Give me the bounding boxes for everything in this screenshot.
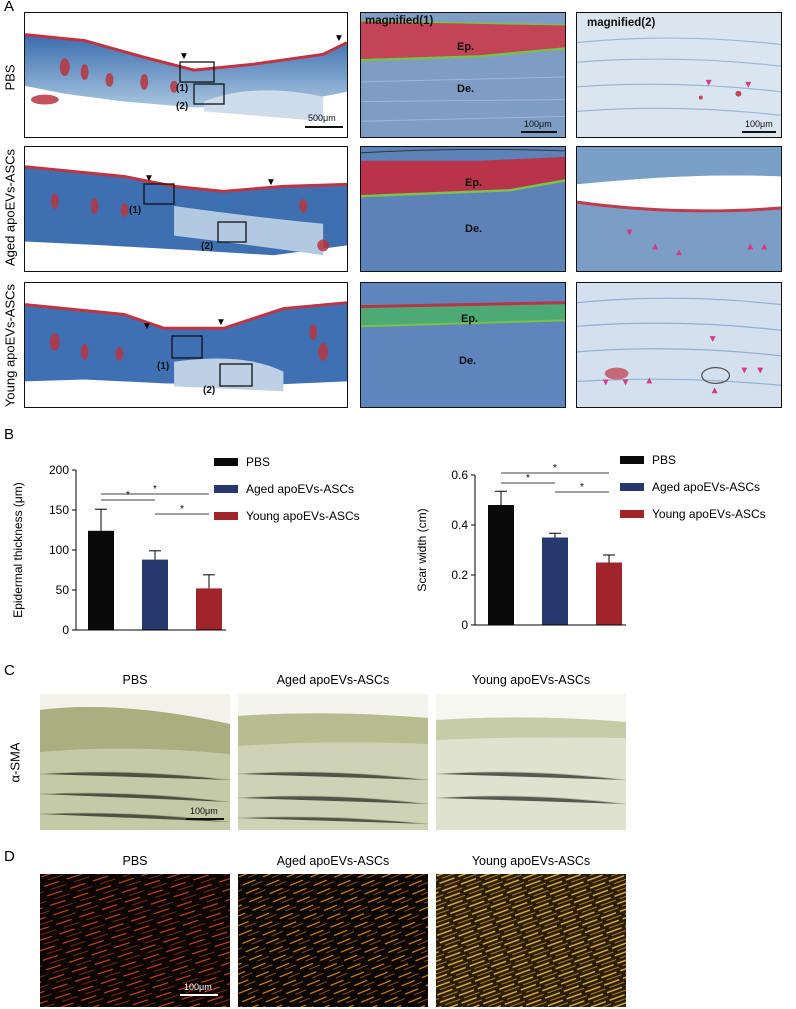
- arrowhead-icon: ▼: [179, 51, 189, 62]
- scale-bar: [305, 126, 343, 128]
- de-label: De.: [459, 355, 477, 367]
- scale-label: 100μm: [190, 806, 218, 816]
- significance-star: *: [126, 490, 130, 501]
- box-label-1: (1): [129, 205, 142, 216]
- box-1: [179, 61, 215, 83]
- scale-bar: [180, 994, 218, 996]
- de-label: De.: [465, 223, 483, 235]
- y-tick-label: 50: [56, 583, 70, 597]
- bar-aged: [542, 537, 568, 625]
- header-d-young: Young apoEVs-ASCs: [471, 854, 591, 868]
- scale-bar: [742, 131, 776, 133]
- legend-swatch-aged: [214, 485, 238, 493]
- row-label-young: Young apoEVs-ASCs: [2, 283, 18, 408]
- masson-magnified2-aged: [576, 146, 782, 272]
- legend-swatch-aged: [620, 483, 644, 491]
- row-label-pbs: PBS: [2, 64, 18, 91]
- significance-star: *: [526, 473, 530, 484]
- header-c-young: Young apoEVs-ASCs: [471, 673, 591, 687]
- scale-label: 100μm: [524, 119, 552, 129]
- y-tick-label: 150: [49, 503, 69, 517]
- scale-label: 100μm: [184, 982, 212, 992]
- col-title-magnified1: magnified(1): [365, 15, 434, 27]
- arrowhead-icon: ▼: [216, 317, 226, 328]
- row-label-asma: α-SMA: [7, 742, 23, 783]
- arrowhead-icon: ▼: [334, 33, 344, 44]
- arrowhead-icon: ▼: [144, 173, 154, 184]
- legend-swatch-pbs: [620, 456, 644, 464]
- ep-label: Ep.: [465, 177, 483, 189]
- arrowhead-icon: ▼: [142, 321, 152, 332]
- masson-magnified1-young: Ep. De.: [360, 282, 566, 408]
- bar-pbs: [88, 530, 114, 630]
- scale-label: 100μm: [745, 119, 773, 129]
- masson-magnified2-pbs: magnified(2) 100μm: [576, 12, 782, 138]
- asma-image-young: [436, 694, 626, 830]
- bar-young: [596, 562, 622, 625]
- col-title-magnified2: magnified(2): [587, 17, 656, 29]
- picrosirius-image-young: [436, 874, 626, 1007]
- legend-swatch-pbs: [214, 458, 238, 466]
- y-tick-label: 0: [62, 623, 69, 637]
- panel-letter-d: D: [4, 848, 15, 865]
- y-tick-label: 0.6: [451, 468, 468, 482]
- panel-letter-a: A: [4, 0, 15, 15]
- legend-label: Young apoEVs-ASCs: [246, 509, 360, 523]
- picrosirius-image-aged: [238, 874, 428, 1007]
- legend-label: Young apoEVs-ASCs: [652, 507, 766, 521]
- box-label-1: (1): [157, 361, 170, 372]
- y-tick-label: 0.2: [451, 568, 468, 582]
- header-d-aged: Aged apoEVs-ASCs: [276, 854, 390, 868]
- significance-star: *: [153, 484, 157, 495]
- panel-letter-c: C: [4, 662, 15, 679]
- chart-scar-width: 0 0.2 0.4 0.6 Scar width (cm) * * * PBS Aged apoE…: [404, 440, 796, 640]
- significance-star: *: [553, 463, 557, 474]
- box-label-2: (2): [203, 385, 216, 396]
- significance-star: *: [580, 482, 584, 493]
- bar-pbs: [488, 505, 514, 625]
- ep-label: Ep.: [461, 313, 479, 325]
- row-label-aged: Aged apoEVs-ASCs: [2, 148, 18, 267]
- bar-young: [196, 588, 222, 630]
- y-axis-label: Scar width (cm): [415, 508, 429, 591]
- y-tick-label: 0.4: [451, 518, 468, 532]
- scale-bar: [521, 131, 557, 133]
- legend-label: PBS: [652, 453, 676, 467]
- box-label-1: (1): [176, 83, 189, 94]
- legend-swatch-young: [620, 510, 644, 518]
- box-2: [193, 83, 225, 105]
- y-tick-label: 100: [49, 543, 69, 557]
- y-tick-label: 200: [49, 463, 69, 477]
- y-tick-label: 0: [461, 618, 468, 632]
- scale-bar: [186, 818, 224, 820]
- panel-letter-b: B: [4, 426, 15, 443]
- box-label-2: (2): [176, 101, 189, 112]
- chart-epidermal-thickness: 0 50 100 150 200 Epidermal thickness (μm) * * * P…: [0, 440, 396, 640]
- legend-swatch-young: [214, 512, 238, 520]
- masson-overview-aged: (1) (2) ▼ ▼: [24, 146, 348, 272]
- bar-aged: [142, 559, 168, 630]
- masson-magnified1-aged: Ep. De.: [360, 146, 566, 272]
- ep-label: Ep.: [457, 41, 475, 53]
- masson-magnified2-young: [576, 282, 782, 408]
- asma-image-pbs: 100μm: [40, 694, 230, 830]
- header-d-pbs: PBS: [122, 854, 148, 868]
- masson-overview-young: (1) (2) ▼ ▼: [24, 282, 348, 408]
- significance-star: *: [180, 504, 184, 515]
- picrosirius-image-pbs: 100μm: [40, 874, 230, 1007]
- header-c-pbs: PBS: [122, 673, 148, 687]
- legend-label: PBS: [246, 455, 270, 469]
- masson-magnified1-pbs: magnified(1) Ep. De. 100μm: [360, 12, 566, 138]
- arrowhead-icon: ▼: [266, 177, 276, 188]
- legend-label: Aged apoEVs-ASCs: [246, 482, 354, 496]
- asma-image-aged: [238, 694, 428, 830]
- masson-overview-pbs: (1) (2) ▼ ▼ 500μm: [24, 12, 348, 138]
- scale-label: 500μm: [308, 113, 336, 123]
- y-axis-label: Epidermal thickness (μm): [11, 482, 25, 618]
- header-c-aged: Aged apoEVs-ASCs: [276, 673, 390, 687]
- box-label-2: (2): [201, 241, 214, 252]
- legend-label: Aged apoEVs-ASCs: [652, 480, 760, 494]
- de-label: De.: [457, 83, 475, 95]
